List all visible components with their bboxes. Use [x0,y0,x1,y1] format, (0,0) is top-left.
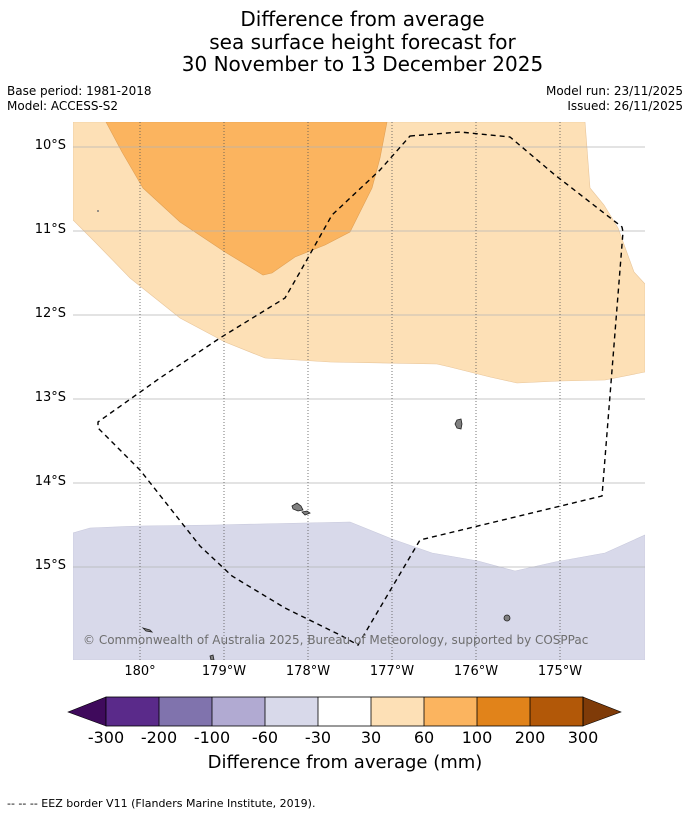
island-wallis-group-b [301,510,311,516]
lon-label-180: 180° [124,664,156,679]
model-name: Model: ACCESS-S2 [7,99,119,113]
lon-label-175w: 175°W [537,664,583,679]
title-line-1: Difference from average [240,7,485,31]
issued-date: Issued: 26/11/2025 [567,99,683,113]
title-line-3: 30 November to 13 December 2025 [181,52,544,76]
small-anomaly-dot [97,210,99,212]
lon-label-176w: 176°W [453,664,499,679]
lat-label-12s: 12°S [34,306,66,321]
eez-border [97,131,624,646]
eez-legend-note: -- -- -- EEZ border V11 (Flanders Marine… [7,797,316,810]
colorbar-tick-neg60: -60 [251,728,279,747]
meta-right: Model run: 23/11/2025 Issued: 26/11/2025 [546,84,683,114]
colorbar-tick-neg30: -30 [304,728,332,747]
model-run: Model run: 23/11/2025 [545,84,683,98]
lon-label-179w: 179°W [201,664,247,679]
colorbar-tick-neg100: -100 [193,728,231,747]
island-east [503,614,511,622]
colorbar-tick-300: 300 [567,728,599,747]
lat-label-14s: 14°S [34,474,66,489]
colorbar-tick-30: 30 [360,728,382,747]
lat-label-13s: 13°S [34,390,66,405]
latitude-gridlines [73,146,645,568]
colorbar-extend-low [67,696,107,727]
colorbar-label: Difference from average (mm) [207,752,483,773]
colorbar-segment-9 [530,697,583,726]
anomaly-region-neg60-neg30 [73,521,645,660]
colorbar-segment-2 [159,697,212,726]
lon-label-178w: 178°W [285,664,331,679]
meta-left: Base period: 1981-2018 Model: ACCESS-S2 [7,84,152,114]
lat-label-10s: 10°S [34,138,66,153]
colorbar-tick-neg300: -300 [87,728,125,747]
base-period: Base period: 1981-2018 [7,84,152,98]
map-area [73,122,645,660]
island-wallis-group-a [291,502,304,512]
colorbar-segment-1 [106,697,159,726]
colorbar-segment-4 [265,697,318,726]
island-futuna-north [454,418,463,430]
chart-title: Difference from average sea surface heig… [0,8,690,76]
anomaly-region-60-100 [105,122,388,276]
colorbar-segment-7 [424,697,477,726]
colorbar-segment-8 [477,697,530,726]
colorbar-tick-100: 100 [461,728,493,747]
island-south-west [141,627,154,633]
colorbar [67,696,622,727]
colorbar-outline [105,696,584,727]
copyright-notice: © Commonwealth of Australia 2025, Bureau… [83,633,589,647]
colorbar-tick-neg200: -200 [140,728,178,747]
colorbar-tick-60: 60 [413,728,435,747]
colorbar-tick-200: 200 [514,728,546,747]
colorbar-extend-high [582,696,622,727]
colorbar-segment-6 [371,697,424,726]
title-line-2: sea surface height forecast for [209,29,516,54]
island-south-centre [209,654,215,660]
colorbar-segment-5 [318,697,371,726]
colorbar-segment-3 [212,697,265,726]
lat-label-15s: 15°S [34,558,66,573]
lon-label-177w: 177°W [369,664,415,679]
lat-label-11s: 11°S [34,222,66,237]
colorbar-dividers [158,697,531,726]
islands [141,418,511,660]
